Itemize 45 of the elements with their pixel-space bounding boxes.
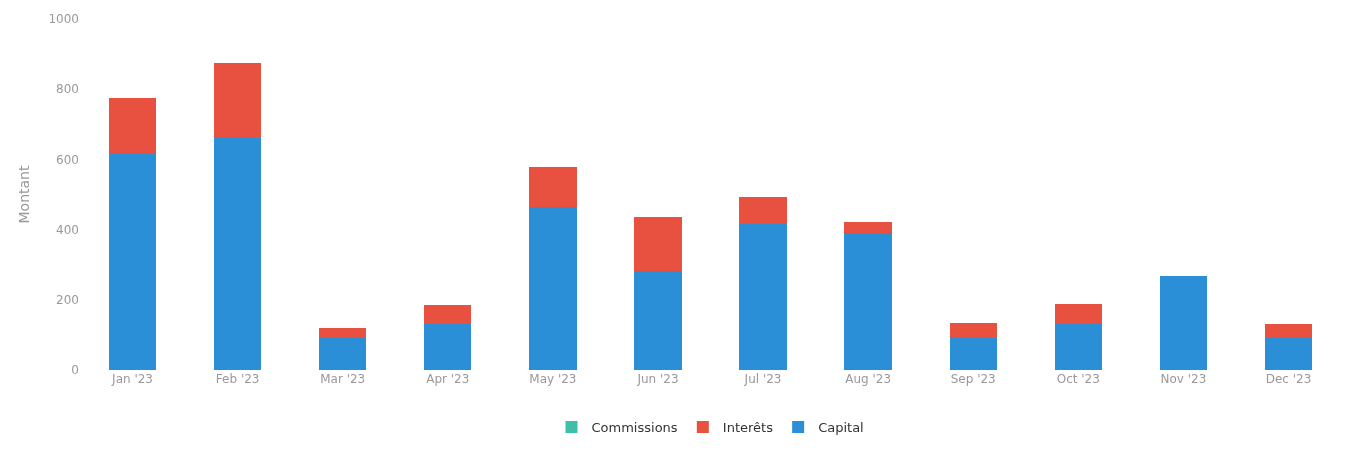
bar: [844, 233, 892, 370]
x-tick-label: Jan '23: [111, 372, 153, 386]
x-tick-label: Apr '23: [426, 372, 470, 386]
legend-label: Capital: [818, 420, 864, 436]
bar: [1054, 303, 1102, 325]
legend-label: Interêts: [722, 420, 774, 436]
bar: [1264, 324, 1313, 339]
bar: [424, 305, 472, 325]
bar: [739, 196, 787, 224]
y-tick-label: 200: [56, 293, 79, 307]
bar: [319, 327, 367, 338]
bar: [949, 338, 997, 370]
bar: [424, 324, 472, 370]
y-tick-label: 0: [71, 363, 79, 378]
bar: [213, 62, 262, 138]
bar: [739, 223, 787, 370]
x-tick-label: Feb '23: [215, 372, 260, 386]
bar: [213, 137, 262, 370]
bar: [1159, 275, 1208, 370]
bar: [949, 323, 997, 339]
y-tick-label: 400: [56, 222, 79, 237]
bar: [634, 270, 682, 370]
x-tick-label: Mar '23: [320, 372, 366, 386]
bar: [1054, 324, 1102, 370]
x-tick-label: Dec '23: [1265, 372, 1312, 386]
x-tick-label: May '23: [529, 372, 577, 386]
x-tick-label: Oct '23: [1056, 372, 1100, 386]
x-tick-label: Aug '23: [845, 372, 892, 386]
x-tick-label: Sep '23: [950, 372, 996, 386]
y-tick-label: 800: [56, 82, 79, 97]
y-tick-label: 1000: [48, 12, 79, 27]
bar: [529, 207, 577, 370]
legend-label: Commissions: [591, 420, 678, 436]
bar: [319, 337, 367, 370]
y-axis-title: Montant: [16, 165, 33, 224]
bar: [108, 97, 157, 154]
x-tick-label: Jul '23: [743, 372, 782, 386]
x-tick-label: Nov '23: [1160, 372, 1207, 386]
bar: [634, 216, 682, 271]
bar: [1264, 338, 1313, 370]
y-tick-label: 600: [56, 152, 79, 167]
x-tick-label: Jun '23: [636, 372, 679, 386]
bar: [529, 166, 577, 208]
bar: [108, 153, 157, 370]
bar: [844, 222, 892, 234]
